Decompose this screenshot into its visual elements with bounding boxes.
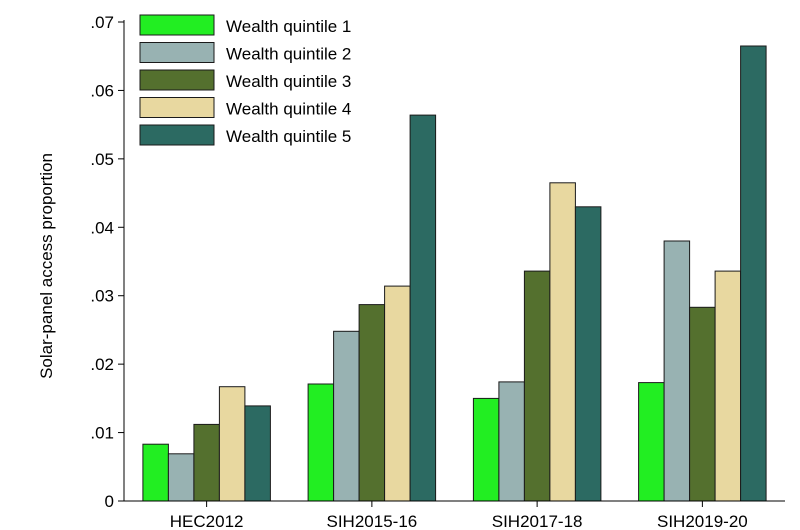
bar-hec2012-quintile-1 [142,443,169,502]
bar-sih2015-16-quintile-1 [307,383,335,502]
x-tick-label: SIH2019-20 [657,512,748,530]
bar-sih2019-20-quintile-5 [740,45,767,502]
bar-sih2019-20-quintile-2 [663,240,691,502]
y-tick-label: .03 [90,287,114,306]
legend-swatch-quintile-5 [139,124,215,146]
y-tick-label: .01 [90,424,114,443]
bar-hec2012-quintile-2 [167,453,195,502]
y-axis-label: Solar-panel access proportion [37,153,56,379]
bar-sih2015-16-quintile-5 [409,114,437,502]
y-tick-label: .02 [90,355,114,374]
legend-label-quintile-5: Wealth quintile 5 [226,127,351,146]
y-tick-label: .07 [90,13,114,32]
bar-sih2019-20-quintile-4 [714,270,742,502]
y-axis: 0 .01 .02 .03 .04 .05 .06 .07 [90,13,125,511]
x-tick-label: SIH2017-18 [492,512,583,530]
legend-swatch-quintile-2 [139,42,215,63]
y-tick-label: 0 [105,492,114,511]
bar-sih2019-20-quintile-3 [689,306,716,502]
bar-sih2019-20-quintile-1 [638,382,665,502]
plot-area [142,45,767,502]
bar-sih2017-18-quintile-4 [549,182,576,502]
legend-swatch-quintile-1 [139,14,215,36]
x-axis: HEC2012 SIH2015-16 SIH2017-18 SIH2019-20 [124,500,785,530]
legend: Wealth quintile 1 Wealth quintile 2 Wealth… [139,14,351,146]
y-tick-label: .04 [90,218,114,237]
bar-sih2017-18-quintile-3 [523,270,551,502]
legend-swatch-quintile-4 [139,97,215,118]
y-tick-label: .05 [90,150,114,169]
x-tick-label: HEC2012 [170,512,244,530]
bar-sih2017-18-quintile-1 [472,397,500,502]
legend-label-quintile-2: Wealth quintile 2 [226,45,351,64]
y-tick-label: .06 [90,81,114,100]
bar-hec2012-quintile-3 [193,423,220,502]
legend-label-quintile-1: Wealth quintile 1 [226,17,351,36]
legend-label-quintile-3: Wealth quintile 3 [226,72,351,91]
x-tick-label: SIH2015-16 [327,512,418,530]
bar-hec2012-quintile-5 [244,405,271,502]
bar-sih2017-18-quintile-5 [574,206,602,502]
legend-label-quintile-4: Wealth quintile 4 [226,100,351,119]
bar-sih2017-18-quintile-2 [498,381,525,502]
legend-swatch-quintile-3 [139,69,215,91]
bar-sih2015-16-quintile-3 [358,304,386,502]
bar-hec2012-quintile-4 [218,386,246,502]
bar-sih2015-16-quintile-4 [384,285,411,502]
bar-sih2015-16-quintile-2 [333,330,360,502]
